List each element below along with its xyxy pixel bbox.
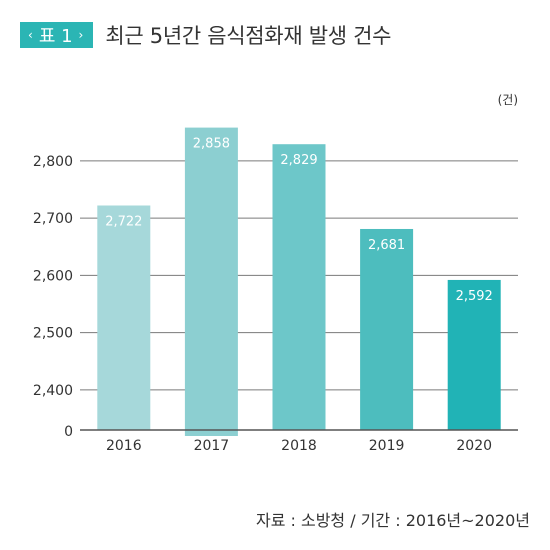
chart-title: 최근 5년간 음식점화재 발생 건수: [105, 24, 392, 48]
bar-value-label: 2,722: [105, 214, 142, 229]
x-tick-label: 2018: [281, 438, 317, 454]
x-tick-label: 2016: [106, 438, 142, 454]
x-tick-label: 2020: [456, 438, 492, 454]
chevron-left-icon: ‹: [28, 28, 33, 42]
bar: [447, 279, 501, 430]
bar-value-label: 2,858: [193, 137, 230, 152]
x-tick-label: 2019: [369, 438, 405, 454]
bar-value-label: 2,681: [368, 238, 405, 253]
table-number-badge: ‹ 표 1 ›: [20, 22, 94, 48]
y-tick-label: 2,500: [33, 326, 73, 342]
y-tick-label: 2,800: [33, 154, 73, 170]
source-note: 자료 : 소방청 / 기간 : 2016년~2020년: [255, 511, 530, 530]
chart-header: ‹ 표 1 › 최근 5년간 음식점화재 발생 건수: [20, 19, 391, 51]
bar: [360, 228, 414, 430]
y-baseline-label: 0: [64, 424, 73, 440]
y-tick-label: 2,600: [33, 268, 73, 284]
bar: [97, 205, 151, 430]
y-tick-label: 2,700: [33, 211, 73, 227]
bar-value-label: 2,592: [456, 289, 493, 304]
bar: [184, 127, 238, 436]
chevron-right-icon: ›: [78, 28, 84, 42]
y-tick-label: 2,400: [33, 383, 73, 399]
x-tick-label: 2017: [194, 438, 230, 454]
bar-value-label: 2,829: [280, 153, 317, 168]
bar: [272, 144, 326, 430]
badge-label: 표 1: [38, 26, 73, 47]
y-unit-label: (건): [498, 93, 518, 107]
